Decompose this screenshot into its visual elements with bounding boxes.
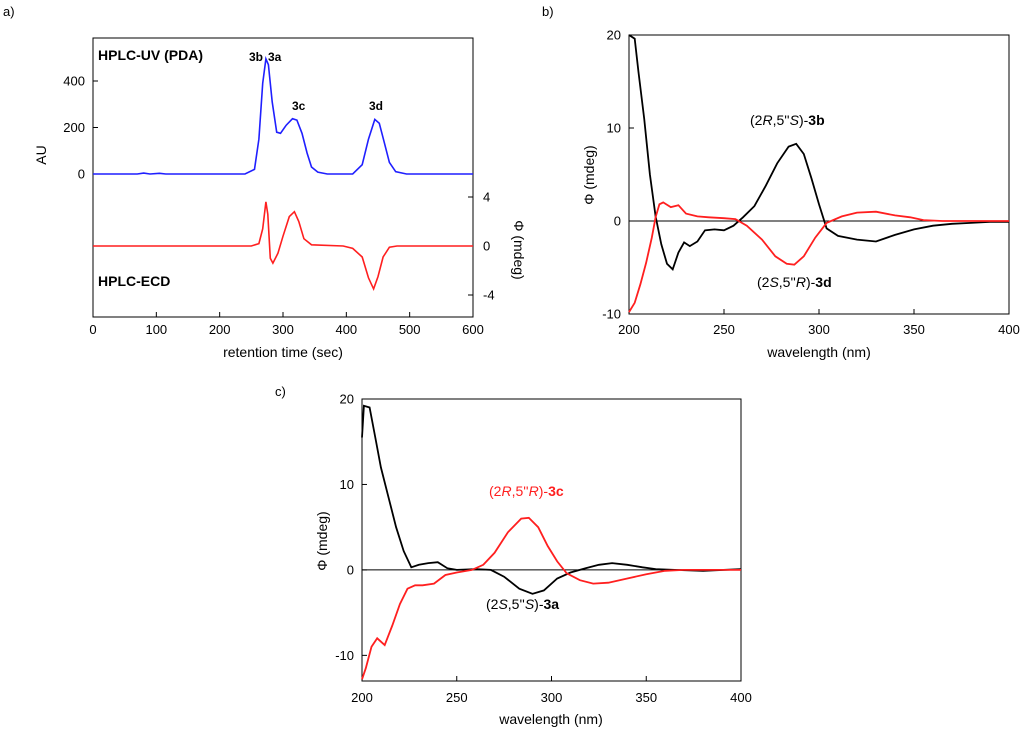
series-ecd-line — [93, 201, 473, 292]
peak-label-3c: 3c — [292, 99, 306, 113]
panel-a-chromatogram: 0 100 200 300 400 500 600 0 200 400 4 0 -4 retenti… — [33, 37, 527, 360]
panel-a-xlabel: retention time (sec) — [223, 344, 343, 360]
panel-a-right-ytick-label: 4 — [483, 190, 490, 205]
panel-a-xtick-label: 600 — [462, 322, 484, 337]
panel-c-xtick-label: 200 — [351, 690, 373, 705]
panel-b-xtick-label: 250 — [713, 322, 735, 337]
panel-c-ylabel: Φ (mdeg) — [314, 511, 330, 570]
panel-b-y-ticks: -10 0 10 20 — [602, 28, 634, 322]
panel-b-x-ticks: 200 250 300 350 400 — [618, 309, 1020, 337]
series-3c-line — [361, 516, 741, 680]
series-3b-line — [628, 34, 1009, 272]
trace-label-uv: HPLC-UV (PDA) — [98, 47, 203, 63]
series-uv-line — [93, 55, 473, 175]
annotation-3d: (2S,5''R)-3d — [757, 274, 832, 290]
panel-c-xtick-label: 300 — [541, 690, 563, 705]
panel-b-ytick-label: -10 — [602, 307, 621, 322]
panel-b-xlabel: wavelength (nm) — [766, 344, 871, 360]
trace-label-ecd: HPLC-ECD — [98, 273, 170, 289]
panel-a-right-ytick-label: -4 — [483, 288, 495, 303]
peak-label-3a: 3a — [268, 50, 282, 64]
panel-a-xtick-label: 400 — [335, 322, 357, 337]
panel-a-xtick-label: 200 — [209, 322, 231, 337]
panel-b-xtick-label: 300 — [808, 322, 830, 337]
panel-b-cd-spectrum: 200 250 300 350 400 -10 0 10 20 wavelength (nm)… — [581, 28, 1020, 361]
panel-c-ytick-label: 20 — [340, 392, 354, 407]
panel-a-x-ticks: 0 100 200 300 400 500 600 — [89, 312, 484, 337]
panel-b-ytick-label: 20 — [607, 28, 621, 43]
panel-a-left-ytick-label: 400 — [63, 74, 85, 89]
panel-b-ylabel: Φ (mdeg) — [581, 145, 597, 204]
panel-c-cd-spectrum: 200 250 300 350 400 -10 0 10 20 wavelength (nm)… — [314, 392, 752, 728]
panel-a-xtick-label: 500 — [399, 322, 421, 337]
panel-a-ylabel-left: AU — [33, 145, 49, 164]
series-3a-line — [361, 404, 742, 595]
panel-c-xtick-label: 250 — [446, 690, 468, 705]
annotation-3b: (2R,5''S)-3b — [750, 112, 825, 128]
panel-a-left-ytick-label: 0 — [78, 167, 85, 182]
panel-a-y-ticks-left: 0 200 400 — [63, 74, 98, 182]
panel-b-ytick-label: 10 — [607, 121, 621, 136]
panel-c-xlabel: wavelength (nm) — [498, 711, 603, 727]
panel-b-ytick-label: 0 — [614, 214, 621, 229]
panel-b-xtick-label: 200 — [618, 322, 640, 337]
panel-c-y-ticks: -10 0 10 20 — [335, 392, 367, 663]
panel-a-right-ytick-label: 0 — [483, 239, 490, 254]
panel-label-b: b) — [542, 4, 554, 19]
panel-b-xtick-label: 400 — [998, 322, 1020, 337]
panel-label-c: c) — [275, 384, 286, 399]
panel-label-a: a) — [3, 4, 15, 19]
annotation-3c: (2R,5''R)-3c — [489, 483, 564, 499]
panel-c-frame — [361, 398, 742, 682]
panel-b-xtick-label: 350 — [903, 322, 925, 337]
series-3d-line — [628, 201, 1009, 313]
panel-a-xtick-label: 0 — [89, 322, 96, 337]
panel-b-frame — [628, 34, 1010, 315]
panel-c-ytick-label: 0 — [347, 562, 354, 577]
panel-c-x-ticks: 200 250 300 350 400 — [351, 676, 752, 705]
panel-a-xtick-label: 100 — [145, 322, 167, 337]
panel-a-ylabel-right: Φ (mdeg) — [511, 220, 527, 279]
annotation-3a: (2S,5''S)-3a — [486, 596, 559, 612]
panel-a-xtick-label: 300 — [272, 322, 294, 337]
panel-a-left-ytick-label: 200 — [63, 120, 85, 135]
panel-c-xtick-label: 350 — [635, 690, 657, 705]
panel-c-ytick-label: 10 — [340, 477, 354, 492]
panel-c-ytick-label: -10 — [335, 648, 354, 663]
panel-c-xtick-label: 400 — [730, 690, 752, 705]
peak-label-3d: 3d — [369, 99, 383, 113]
peak-label-3b: 3b — [249, 50, 263, 64]
